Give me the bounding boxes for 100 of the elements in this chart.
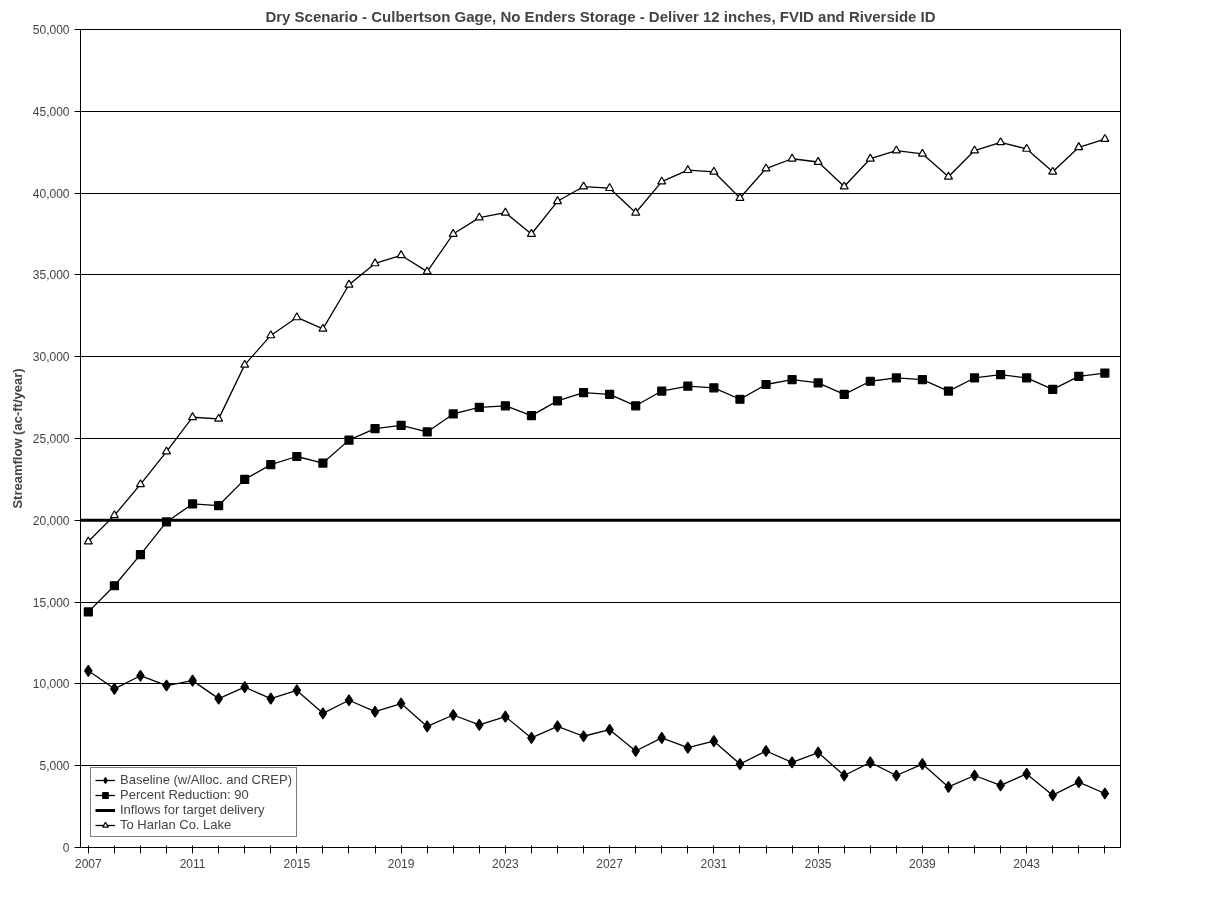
- point: [370, 705, 380, 718]
- x-tick-label: 2019: [387, 856, 415, 871]
- y-tick-label: 50,000: [32, 23, 70, 37]
- point: [240, 359, 250, 368]
- x-tick-label: 2035: [804, 856, 832, 871]
- point: [187, 499, 198, 509]
- point: [318, 323, 328, 332]
- point: [422, 266, 432, 275]
- y-tick-label: 30,000: [32, 350, 70, 365]
- point: [735, 757, 745, 771]
- point: [1074, 142, 1084, 151]
- legend-label: To Harlan Co. Lake: [120, 817, 232, 832]
- point: [448, 708, 458, 722]
- y-axis-title: Streamflow (ac-ft/year): [9, 368, 25, 509]
- y-tick-label: 45,000: [32, 104, 70, 119]
- point: [214, 500, 224, 511]
- point: [292, 684, 302, 697]
- point: [526, 228, 537, 237]
- point: [657, 386, 667, 396]
- point: [709, 166, 719, 175]
- point: [865, 153, 875, 162]
- point: [683, 164, 693, 174]
- point: [448, 228, 458, 237]
- y-tick-label: 10,000: [32, 677, 70, 692]
- point: [969, 145, 980, 154]
- point: [813, 378, 823, 388]
- point: [761, 163, 771, 172]
- y-tick-label: 5,000: [39, 759, 70, 774]
- point: [813, 156, 823, 165]
- point: [996, 370, 1006, 380]
- y-tick-label: 15,000: [32, 595, 70, 610]
- point: [761, 744, 771, 758]
- point: [83, 536, 93, 545]
- point: [787, 153, 797, 162]
- point: [161, 446, 172, 455]
- point: [266, 460, 276, 470]
- point: [969, 373, 980, 383]
- y-tick-label: 20,000: [32, 513, 70, 528]
- point: [552, 396, 563, 406]
- point: [552, 196, 563, 205]
- point: [135, 550, 146, 560]
- point: [448, 409, 458, 419]
- point: [292, 312, 302, 321]
- y-tick-label: 40,000: [32, 186, 70, 201]
- point: [396, 697, 406, 710]
- legend-label: Inflows for target delivery: [120, 802, 265, 817]
- point: [709, 735, 719, 748]
- point: [1022, 143, 1032, 152]
- point: [422, 720, 432, 733]
- point: [813, 746, 823, 759]
- point: [683, 381, 693, 391]
- point: [996, 137, 1006, 146]
- point: [370, 258, 380, 267]
- point: [1048, 384, 1058, 395]
- point: [318, 458, 328, 468]
- point: [240, 474, 250, 484]
- point: [500, 401, 510, 411]
- point: [135, 479, 146, 488]
- point: [631, 207, 641, 216]
- x-tick-label: 2031: [700, 856, 728, 871]
- x-tick-label: 2027: [596, 856, 624, 871]
- point: [1022, 373, 1032, 383]
- point: [578, 181, 589, 190]
- point: [917, 148, 927, 157]
- point: [214, 413, 224, 422]
- y-tick-label: 35,000: [32, 268, 70, 283]
- point: [1100, 133, 1110, 143]
- legend-label: Baseline (w/Alloc. and CREP): [120, 772, 292, 787]
- point: [891, 373, 901, 383]
- point: [187, 412, 198, 421]
- point: [709, 383, 719, 393]
- point: [735, 394, 745, 404]
- point: [474, 402, 484, 413]
- point: [761, 379, 771, 390]
- chart-title: Dry Scenario - Culbertson Gage, No Enders Storage - Deliver 12 inches, FVID and Riverside ID: [265, 7, 936, 25]
- point: [266, 692, 276, 705]
- y-tick-label: 0: [62, 841, 70, 855]
- y-tick-label: 25,000: [32, 432, 70, 446]
- point: [109, 581, 119, 591]
- point: [839, 181, 849, 190]
- point: [943, 386, 954, 396]
- point: [344, 694, 354, 707]
- point: [787, 375, 797, 385]
- point: [1100, 368, 1110, 378]
- point: [396, 250, 406, 259]
- point: [292, 451, 302, 462]
- point: [657, 731, 667, 744]
- point: [1048, 166, 1058, 175]
- point: [1074, 775, 1084, 789]
- point: [657, 176, 667, 185]
- point: [605, 389, 615, 399]
- point: [266, 330, 276, 339]
- x-tick-label: 2011: [179, 856, 206, 871]
- point: [865, 376, 875, 386]
- point: [370, 424, 380, 434]
- x-tick-label: 2023: [492, 856, 520, 871]
- point: [83, 607, 93, 617]
- point: [1100, 787, 1110, 800]
- point: [396, 420, 406, 431]
- point: [474, 212, 484, 221]
